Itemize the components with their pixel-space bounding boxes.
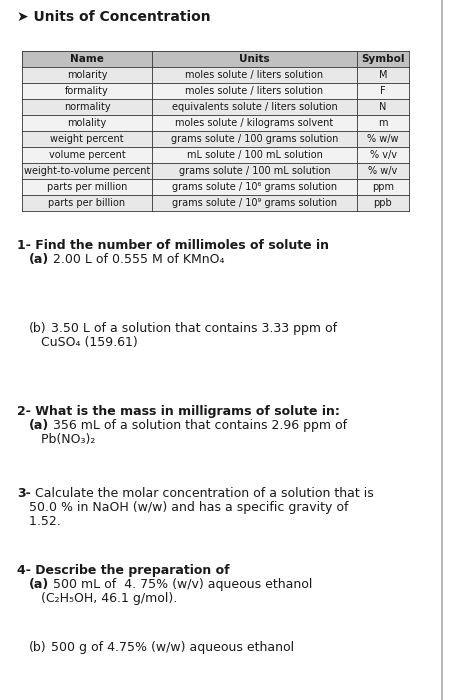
Text: formality: formality	[65, 86, 109, 96]
Text: 2- What is the mass in milligrams of solute in:: 2- What is the mass in milligrams of sol…	[17, 405, 340, 418]
Text: equivalents solute / liters solution: equivalents solute / liters solution	[172, 102, 337, 112]
Text: 1.52.: 1.52.	[17, 515, 61, 528]
Text: weight percent: weight percent	[50, 134, 124, 144]
Text: N: N	[379, 102, 387, 112]
Text: ppm: ppm	[372, 182, 394, 192]
Bar	[22, 67, 409, 83]
Text: % w/w: % w/w	[367, 134, 399, 144]
Bar	[22, 147, 409, 163]
Text: moles solute / liters solution: moles solute / liters solution	[185, 70, 324, 80]
Text: molarity: molarity	[67, 70, 107, 80]
Bar	[22, 131, 409, 147]
Text: (b): (b)	[29, 322, 47, 335]
Bar	[22, 195, 409, 211]
Bar	[22, 163, 409, 179]
Text: 500 g of 4.75% (w/w) aqueous ethanol: 500 g of 4.75% (w/w) aqueous ethanol	[47, 641, 294, 654]
Text: (a): (a)	[29, 253, 49, 266]
Text: % w/v: % w/v	[368, 166, 398, 176]
Text: grams solute / 10⁶ grams solution: grams solute / 10⁶ grams solution	[172, 182, 337, 192]
Text: mL solute / 100 mL solution: mL solute / 100 mL solution	[187, 150, 322, 160]
Text: 500 mL of  4. 75% (w/v) aqueous ethanol: 500 mL of 4. 75% (w/v) aqueous ethanol	[49, 578, 313, 591]
Text: moles solute / kilograms solvent: moles solute / kilograms solvent	[175, 118, 334, 128]
Text: Symbol: Symbol	[361, 54, 405, 64]
Text: ppb: ppb	[374, 198, 392, 208]
Text: CuSO₄ (159.61): CuSO₄ (159.61)	[17, 336, 138, 349]
Text: 3-: 3-	[17, 487, 31, 500]
Text: moles solute / liters solution: moles solute / liters solution	[185, 86, 324, 96]
Text: weight-to-volume percent: weight-to-volume percent	[24, 166, 150, 176]
Bar	[22, 115, 409, 131]
Text: 50.0 % in NaOH (w/w) and has a specific gravity of: 50.0 % in NaOH (w/w) and has a specific …	[17, 501, 349, 514]
Bar	[22, 83, 409, 99]
Text: 1- Find the number of millimoles of solute in: 1- Find the number of millimoles of solu…	[17, 239, 329, 252]
Text: parts per billion: parts per billion	[49, 198, 126, 208]
Text: grams solute / 100 grams solution: grams solute / 100 grams solution	[171, 134, 338, 144]
Text: normality: normality	[64, 102, 110, 112]
Text: % v/v: % v/v	[370, 150, 396, 160]
Text: 3.50 L of a solution that contains 3.33 ppm of: 3.50 L of a solution that contains 3.33 …	[47, 322, 337, 335]
Bar	[22, 99, 409, 115]
Text: (b): (b)	[29, 641, 47, 654]
Text: 2.00 L of 0.555 M of KMnO₄: 2.00 L of 0.555 M of KMnO₄	[49, 253, 225, 266]
Text: F: F	[380, 86, 386, 96]
Text: (C₂H₅OH, 46.1 g/mol).: (C₂H₅OH, 46.1 g/mol).	[17, 592, 177, 605]
Text: M: M	[379, 70, 387, 80]
Text: Name: Name	[70, 54, 104, 64]
Text: molality: molality	[67, 118, 107, 128]
Text: Pb(NO₃)₂: Pb(NO₃)₂	[17, 433, 95, 446]
Text: m: m	[378, 118, 388, 128]
Text: (a): (a)	[29, 419, 49, 432]
Text: parts per million: parts per million	[47, 182, 127, 192]
Text: 4- Describe the preparation of: 4- Describe the preparation of	[17, 564, 230, 577]
Text: ➤ Units of Concentration: ➤ Units of Concentration	[17, 10, 211, 24]
Text: (a): (a)	[29, 578, 49, 591]
Bar	[22, 51, 409, 67]
Text: Units: Units	[239, 54, 270, 64]
Text: grams solute / 10⁹ grams solution: grams solute / 10⁹ grams solution	[172, 198, 337, 208]
Text: 356 mL of a solution that contains 2.96 ppm of: 356 mL of a solution that contains 2.96 …	[49, 419, 347, 432]
Text: grams solute / 100 mL solution: grams solute / 100 mL solution	[179, 166, 331, 176]
Bar	[22, 179, 409, 195]
Text: Calculate the molar concentration of a solution that is: Calculate the molar concentration of a s…	[31, 487, 374, 500]
Text: volume percent: volume percent	[49, 150, 125, 160]
